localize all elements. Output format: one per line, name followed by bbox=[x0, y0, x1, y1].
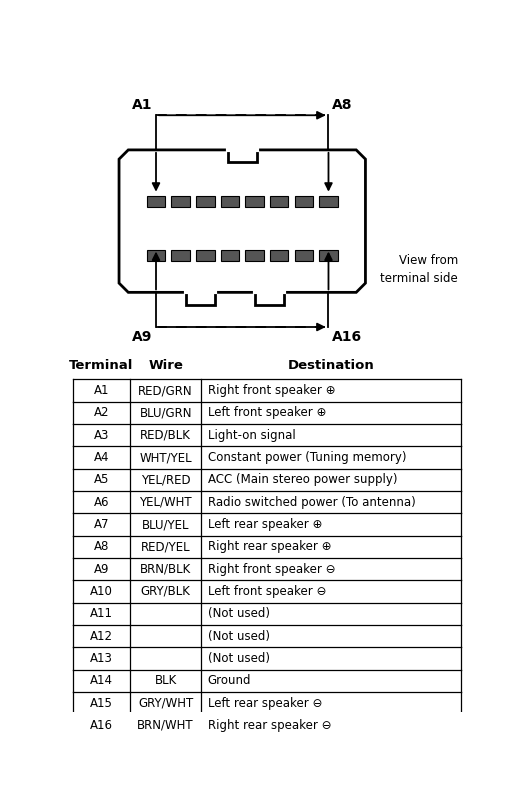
Text: (Not used): (Not used) bbox=[208, 630, 269, 642]
Text: A2: A2 bbox=[94, 406, 109, 419]
Polygon shape bbox=[119, 150, 366, 292]
Text: Left front speaker ⊕: Left front speaker ⊕ bbox=[208, 406, 326, 419]
Bar bbox=[319, 196, 338, 207]
Text: A16: A16 bbox=[332, 330, 362, 344]
Text: Constant power (Tuning memory): Constant power (Tuning memory) bbox=[208, 451, 406, 464]
Text: A4: A4 bbox=[94, 451, 109, 464]
Bar bbox=[294, 250, 313, 261]
Text: RED/BLK: RED/BLK bbox=[140, 429, 191, 442]
Text: A12: A12 bbox=[90, 630, 113, 642]
Bar bbox=[294, 196, 313, 207]
Bar bbox=[172, 196, 190, 207]
Text: A14: A14 bbox=[90, 674, 113, 687]
Text: (Not used): (Not used) bbox=[208, 652, 269, 665]
Text: WHT/YEL: WHT/YEL bbox=[139, 451, 192, 464]
Text: View from
terminal side: View from terminal side bbox=[380, 254, 458, 285]
Text: ACC (Main stereo power supply): ACC (Main stereo power supply) bbox=[208, 474, 397, 486]
Bar bbox=[228, 150, 257, 162]
Text: BLU/GRN: BLU/GRN bbox=[139, 406, 192, 419]
Text: BRN/WHT: BRN/WHT bbox=[138, 719, 194, 732]
Text: A6: A6 bbox=[94, 496, 109, 509]
Text: Right rear speaker ⊕: Right rear speaker ⊕ bbox=[208, 540, 331, 554]
Text: Left front speaker ⊖: Left front speaker ⊖ bbox=[208, 585, 326, 598]
Text: Ground: Ground bbox=[208, 674, 251, 687]
Text: Light-on signal: Light-on signal bbox=[208, 429, 295, 442]
Bar bbox=[196, 250, 214, 261]
Text: RED/YEL: RED/YEL bbox=[141, 540, 190, 554]
Text: A9: A9 bbox=[132, 330, 152, 344]
Text: GRY/BLK: GRY/BLK bbox=[141, 585, 190, 598]
Text: GRY/WHT: GRY/WHT bbox=[138, 697, 194, 710]
Bar bbox=[245, 196, 264, 207]
Text: Right front speaker ⊕: Right front speaker ⊕ bbox=[208, 384, 335, 397]
Text: A16: A16 bbox=[90, 719, 113, 732]
Bar bbox=[221, 250, 239, 261]
Text: (Not used): (Not used) bbox=[208, 607, 269, 620]
Text: A8: A8 bbox=[94, 540, 109, 554]
Text: A5: A5 bbox=[94, 474, 109, 486]
Text: Left rear speaker ⊖: Left rear speaker ⊖ bbox=[208, 697, 322, 710]
Bar bbox=[147, 196, 165, 207]
Bar bbox=[172, 250, 190, 261]
Text: A11: A11 bbox=[90, 607, 113, 620]
Text: A7: A7 bbox=[94, 518, 109, 531]
Text: Right rear speaker ⊖: Right rear speaker ⊖ bbox=[208, 719, 331, 732]
Bar bbox=[270, 196, 289, 207]
Bar bbox=[147, 250, 165, 261]
Text: A8: A8 bbox=[332, 98, 352, 112]
Bar bbox=[245, 250, 264, 261]
Text: A10: A10 bbox=[90, 585, 113, 598]
Text: A3: A3 bbox=[94, 429, 109, 442]
Text: Radio switched power (To antenna): Radio switched power (To antenna) bbox=[208, 496, 415, 509]
Text: A1: A1 bbox=[94, 384, 109, 397]
Text: A9: A9 bbox=[94, 562, 109, 576]
Text: Left rear speaker ⊕: Left rear speaker ⊕ bbox=[208, 518, 322, 531]
Text: RED/GRN: RED/GRN bbox=[138, 384, 193, 397]
Text: BLU/YEL: BLU/YEL bbox=[142, 518, 189, 531]
Text: Destination: Destination bbox=[288, 359, 374, 372]
Bar bbox=[221, 196, 239, 207]
Bar bbox=[270, 250, 289, 261]
Text: Terminal: Terminal bbox=[69, 359, 133, 372]
Text: Wire: Wire bbox=[148, 359, 183, 372]
Bar bbox=[319, 250, 338, 261]
Bar bbox=[186, 292, 215, 305]
Text: BRN/BLK: BRN/BLK bbox=[140, 562, 191, 576]
Bar bbox=[196, 196, 214, 207]
Text: YEL/WHT: YEL/WHT bbox=[139, 496, 192, 509]
Text: A1: A1 bbox=[132, 98, 152, 112]
Text: A15: A15 bbox=[90, 697, 113, 710]
Text: BLK: BLK bbox=[154, 674, 177, 687]
Bar bbox=[255, 292, 284, 305]
Text: A13: A13 bbox=[90, 652, 113, 665]
Text: Right front speaker ⊖: Right front speaker ⊖ bbox=[208, 562, 335, 576]
Text: YEL/RED: YEL/RED bbox=[141, 474, 190, 486]
